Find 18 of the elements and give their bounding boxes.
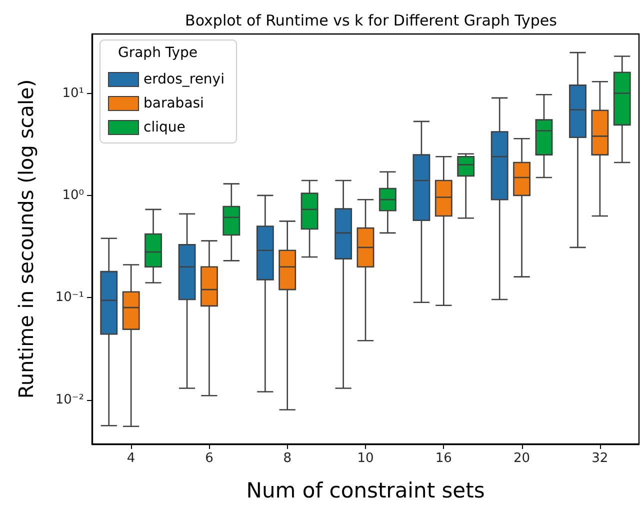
legend-label: erdos_renyi: [144, 72, 224, 88]
chart-title: Boxplot of Runtime vs k for Different Graph Types: [185, 12, 558, 30]
x-tick-label: 8: [283, 451, 292, 466]
y-tick-label: 10⁻²: [55, 392, 84, 408]
legend-title: Graph Type: [118, 45, 198, 61]
x-axis-title: Num of constraint sets: [246, 478, 485, 502]
legend-label: clique: [144, 120, 186, 136]
x-tick-label: 32: [592, 451, 608, 466]
x-tick-label: 4: [126, 451, 136, 466]
x-tick-label: 20: [514, 451, 530, 466]
legend-label: barabasi: [144, 96, 204, 112]
x-tick-label: 6: [205, 451, 214, 466]
x-tick-label: 10: [357, 451, 374, 466]
x-tick-label: 16: [435, 451, 452, 466]
y-axis-title: Runtime in secounds (log scale): [14, 79, 38, 399]
y-tick-label: 10¹: [62, 86, 84, 101]
y-tick-label: 10⁰: [62, 188, 84, 203]
y-tick-label: 10⁻¹: [55, 290, 84, 306]
